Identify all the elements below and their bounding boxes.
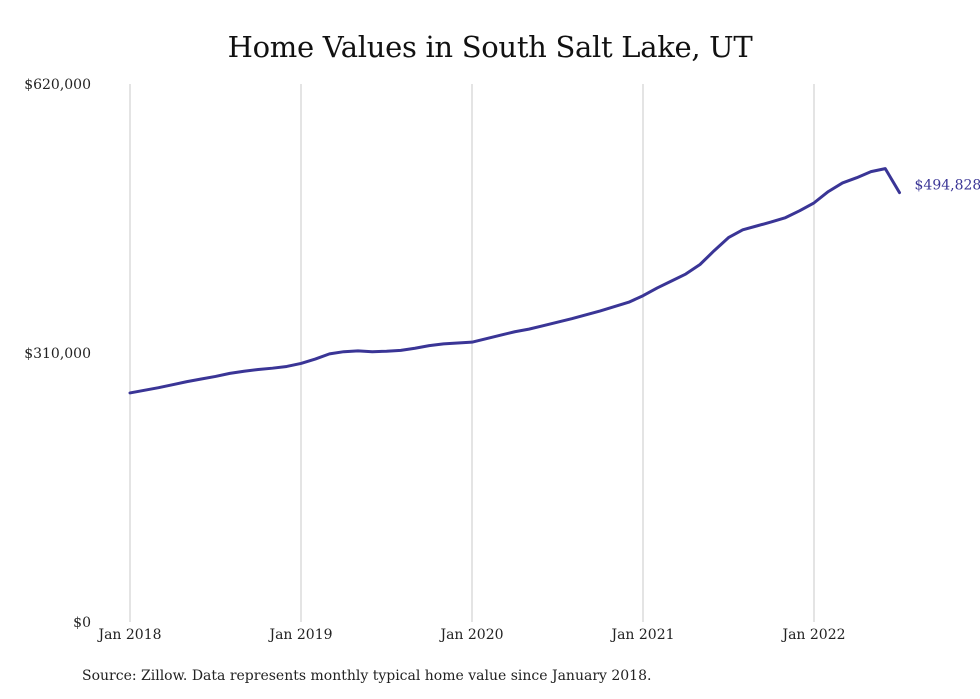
- y-axis-ticks: $0 $310,000 $620,000: [24, 77, 91, 631]
- x-tick-label: Jan 2019: [267, 627, 332, 643]
- y-tick-label: $310,000: [24, 346, 91, 362]
- gridlines: [129, 84, 815, 622]
- x-tick-label: Jan 2022: [780, 627, 845, 643]
- x-tick-label: Jan 2018: [96, 627, 161, 643]
- x-tick-label: Jan 2021: [609, 627, 674, 643]
- source-note: Source: Zillow. Data represents monthly …: [82, 668, 652, 684]
- x-axis-ticks: Jan 2018 Jan 2019 Jan 2020 Jan 2021 Jan 2022: [96, 627, 845, 643]
- y-tick-label: $0: [73, 615, 91, 631]
- series-line-home-value: [128, 167, 901, 395]
- end-value-label: $494,828: [915, 178, 980, 194]
- chart-title: Home Values in South Salt Lake, UT: [227, 30, 753, 64]
- series-points: [129, 167, 902, 394]
- y-tick-label: $620,000: [24, 77, 91, 93]
- x-tick-label: Jan 2020: [438, 627, 503, 643]
